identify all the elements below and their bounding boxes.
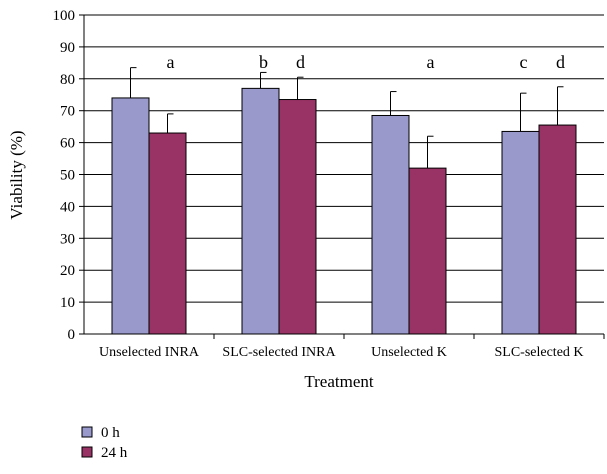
x-tick-label: Unselected INRA xyxy=(99,345,200,360)
bar-0h-1 xyxy=(241,87,280,335)
annotation-letter: a xyxy=(167,52,175,72)
annotation-letter: d xyxy=(556,52,565,72)
annotation-letter: d xyxy=(296,52,305,72)
bar-24h-2 xyxy=(408,167,447,335)
x-tick-label: SLC-selected INRA xyxy=(222,345,336,360)
y-tick-label: 90 xyxy=(60,40,75,56)
legend-label: 24 h xyxy=(101,445,128,461)
bars xyxy=(111,87,577,335)
y-tick-label: 70 xyxy=(60,104,75,120)
y-tick-label: 40 xyxy=(60,199,75,215)
y-tick-label: 10 xyxy=(60,295,75,311)
y-axis: 0 10 20 30 40 50 60 70 80 90 100 xyxy=(53,8,85,343)
x-tick-label: Unselected K xyxy=(371,345,447,360)
legend: 0 h 24 h xyxy=(81,425,128,461)
y-tick-label: 20 xyxy=(60,263,75,279)
y-tick-label: 30 xyxy=(60,231,75,247)
legend-label: 0 h xyxy=(101,425,120,441)
bar-0h-2 xyxy=(371,114,410,335)
legend-swatch-24h xyxy=(81,446,93,458)
annotation-letter: a xyxy=(427,52,435,72)
y-tick-label: 100 xyxy=(53,8,76,24)
x-tick-label: SLC-selected K xyxy=(494,345,583,360)
error-bars xyxy=(130,67,564,169)
bar-0h-3 xyxy=(501,130,540,335)
x-axis-label: Treatment xyxy=(304,372,374,391)
y-axis-label: Viability (%) xyxy=(7,130,26,219)
bar-24h-0 xyxy=(148,132,187,335)
annotation-letter: b xyxy=(259,52,268,72)
annotation-letter: c xyxy=(520,52,528,72)
bar-0h-0 xyxy=(111,97,150,335)
y-tick-label: 60 xyxy=(60,136,75,152)
bar-24h-3 xyxy=(538,124,577,335)
x-axis: Unselected INRA SLC-selected INRA Unselect… xyxy=(84,333,605,360)
bar-24h-1 xyxy=(278,99,317,335)
y-tick-label: 0 xyxy=(68,327,76,343)
legend-swatch-0h xyxy=(81,426,93,438)
y-tick-label: 80 xyxy=(60,72,75,88)
y-tick-label: 50 xyxy=(60,168,75,184)
